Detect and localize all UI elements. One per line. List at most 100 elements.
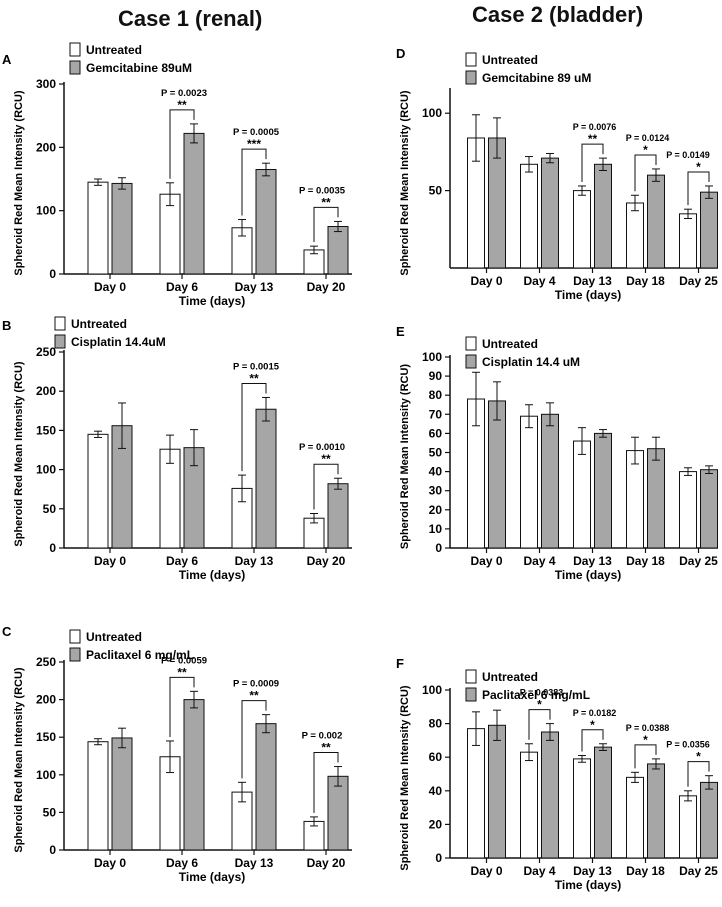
legend-label: Untreated xyxy=(482,53,538,67)
bar-untreated xyxy=(573,758,591,859)
x-tick-label: Day 13 xyxy=(235,856,274,870)
bar-treated xyxy=(594,163,612,269)
legend-label: Paclitaxel 6 mg/mL xyxy=(482,688,590,702)
y-tick-label: 50 xyxy=(429,184,443,198)
chart-panel-e: E 0 10 20 30 40 50 60 70 80 90 100 Spheroid Red Mean… xyxy=(396,324,718,582)
significance-bracket xyxy=(169,109,195,179)
y-tick-label: 20 xyxy=(429,503,443,517)
x-tick-label: Day 18 xyxy=(626,554,665,568)
significance-bracket xyxy=(169,676,195,737)
significance-stars: ** xyxy=(588,132,598,146)
x-tick-label: Day 13 xyxy=(235,280,274,294)
chart-panel-b: B 0 50 100 150 200 250 Spheroid Red Mean Intens… xyxy=(2,316,352,582)
significance-bracket xyxy=(581,729,604,752)
p-value-label: P = 0.0009 xyxy=(233,679,279,690)
y-axis-label: Spheroid Red Mean Intensity (RCU) xyxy=(399,364,411,550)
bar-untreated xyxy=(87,433,109,549)
x-tick-label: Day 6 xyxy=(166,856,198,870)
y-tick-label: 0 xyxy=(435,541,442,555)
chart-panel-d: D 50 100 Spheroid Red Mean Intensity (RCU) D… xyxy=(396,46,718,302)
x-tick-label: Day 25 xyxy=(679,274,718,288)
significance-bracket xyxy=(313,752,339,813)
x-tick-label: Day 0 xyxy=(470,864,502,878)
bar-treated xyxy=(700,469,718,549)
case2-title: Case 2 (bladder) xyxy=(472,2,644,27)
bar-treated xyxy=(327,483,349,549)
legend-swatch xyxy=(69,42,81,57)
bar-untreated xyxy=(520,751,538,859)
bar-treated xyxy=(647,448,665,549)
y-tick-label: 200 xyxy=(36,384,56,398)
legend-label: Gemcitabine 89 uM xyxy=(482,71,591,85)
x-tick-label: Day 0 xyxy=(94,554,126,568)
x-tick-label: Day 20 xyxy=(307,554,346,568)
significance-stars: ** xyxy=(249,689,259,703)
legend-label: Untreated xyxy=(482,337,538,351)
y-tick-label: 100 xyxy=(36,768,56,782)
y-tick-label: 250 xyxy=(36,345,56,359)
p-value-label: P = 0.0035 xyxy=(299,185,346,196)
significance-bracket xyxy=(313,206,339,243)
bar-untreated xyxy=(679,795,697,859)
bar-treated xyxy=(541,731,559,859)
y-tick-label: 90 xyxy=(429,369,443,383)
legend-swatch xyxy=(465,52,477,67)
bar-untreated xyxy=(626,202,644,269)
significance-stars: ** xyxy=(321,452,331,466)
legend-swatch xyxy=(54,334,66,349)
y-tick-label: 300 xyxy=(36,77,56,91)
p-value-label: P = 0.0124 xyxy=(626,133,670,143)
x-tick-label: Day 6 xyxy=(166,554,198,568)
significance-bracket xyxy=(581,143,604,182)
bar-treated xyxy=(255,169,277,275)
legend-label: Cisplatin 14.4 uM xyxy=(482,355,580,369)
y-tick-label: 150 xyxy=(36,730,56,744)
y-tick-label: 100 xyxy=(422,350,442,364)
bar-untreated xyxy=(626,450,644,549)
bar-treated xyxy=(111,182,133,275)
significance-stars: ** xyxy=(321,741,331,755)
significance-stars: ** xyxy=(177,665,187,679)
legend-label: Untreated xyxy=(86,43,142,57)
x-axis-label: Time (days) xyxy=(555,568,621,582)
y-tick-label: 100 xyxy=(36,204,56,218)
panel-label: D xyxy=(396,46,405,61)
bar-treated xyxy=(700,781,718,859)
significance-bracket xyxy=(634,154,657,192)
significance-stars: * xyxy=(643,733,648,747)
legend-label: Untreated xyxy=(482,670,538,684)
legend-swatch xyxy=(69,60,81,75)
p-value-label: P = 0.002 xyxy=(302,731,343,742)
bar-untreated xyxy=(87,181,109,275)
significance-stars: * xyxy=(537,698,542,712)
bar-untreated xyxy=(520,163,538,269)
y-tick-label: 80 xyxy=(429,717,443,731)
bar-untreated xyxy=(679,471,697,549)
panel-label: E xyxy=(396,324,405,339)
significance-stars: * xyxy=(696,160,701,174)
y-axis-label: Spheroid Red Mean Intensity (RCU) xyxy=(13,667,25,853)
significance-bracket xyxy=(687,171,710,206)
y-tick-label: 40 xyxy=(429,465,443,479)
y-tick-label: 60 xyxy=(429,750,443,764)
legend-label: Untreated xyxy=(71,317,127,331)
bar-treated xyxy=(647,174,665,269)
x-tick-label: Day 0 xyxy=(470,274,502,288)
bar-untreated xyxy=(626,776,644,859)
significance-stars: * xyxy=(696,750,701,764)
bar-untreated xyxy=(679,213,697,269)
bar-treated xyxy=(255,408,277,549)
panel-label: A xyxy=(2,52,12,67)
p-value-label: P = 0.0023 xyxy=(161,88,207,99)
legend-swatch xyxy=(465,70,477,85)
legend-swatch xyxy=(69,647,81,662)
y-axis-label: Spheroid Red Mean Intensity (RCU) xyxy=(13,361,25,547)
p-value-label: P = 0.0015 xyxy=(233,361,280,372)
y-tick-label: 50 xyxy=(43,502,57,516)
bar-untreated xyxy=(159,448,181,549)
p-value-label: P = 0.0149 xyxy=(666,150,710,160)
bar-treated xyxy=(488,724,506,859)
x-tick-label: Day 20 xyxy=(307,856,346,870)
x-tick-label: Day 4 xyxy=(523,274,555,288)
y-axis-label: Spheroid Red Mean Intensity (RCU) xyxy=(399,90,411,276)
